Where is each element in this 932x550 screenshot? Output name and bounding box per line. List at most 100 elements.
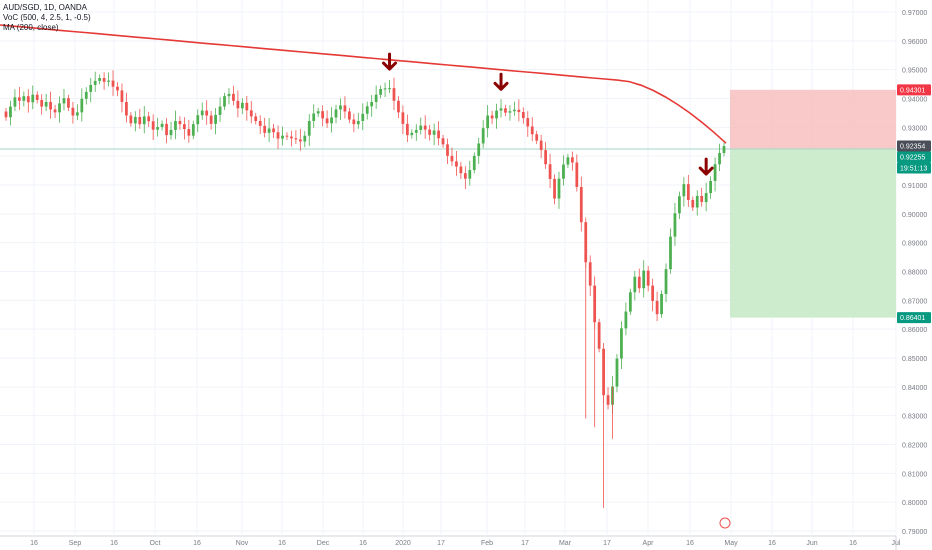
price-tick-label: 0.80000 [902,500,927,507]
candle-body [379,88,382,95]
ma-indicator-label: MA (200, close) [3,23,59,32]
candle-body [156,127,160,130]
time-tick-label: Apr [643,540,655,547]
time-tick-label: Jul [892,540,901,547]
price-label-current: 0.92354 [897,140,931,152]
candle-body [419,125,423,130]
candle-body [31,94,35,103]
price-tick-label: 0.79000 [902,529,927,536]
ma-200-line [0,24,727,144]
time-tick-label: Feb [481,540,493,547]
candle-body [214,114,217,124]
candle-body [597,322,601,349]
candle-body [165,123,168,136]
candle-body [481,128,485,144]
candle-body [579,187,583,223]
time-tick-label: 16 [30,540,38,547]
candle-body [468,170,472,179]
candle-body [624,311,628,329]
price-axis: 0.970000.960000.950000.940000.930000.920… [902,10,927,536]
signal-arrows [382,52,714,176]
price-tick-label: 0.81000 [902,471,927,478]
price-tick-label: 0.86000 [902,327,927,334]
candle-body [205,110,209,116]
candle-body [151,121,155,130]
candle-body [486,115,490,129]
time-tick-label: 16 [686,540,694,547]
candle-body [89,84,93,92]
price-labels: 0.94301 0.92354 0.92255 19:51:13 0.86401 [897,84,931,324]
time-tick-label: May [724,540,738,547]
candle-body [682,184,686,197]
candle-body [294,138,298,140]
price-label-bg [897,151,931,163]
candle-body [718,152,721,165]
time-tick-label: Mar [559,540,572,547]
candles [4,70,726,508]
candle-body [254,116,258,121]
candle-body [423,125,427,130]
candle-body [258,120,262,126]
candle-body [477,143,481,156]
time-tick-label: 16 [110,540,118,547]
time-tick-label: 16 [278,540,286,547]
candle-body [584,222,588,263]
candle-body [303,135,307,142]
time-tick-label: Jun [806,540,817,547]
candle-body [455,161,458,167]
candle-body [13,97,17,107]
candle-body [428,129,432,135]
candle-body [655,300,659,315]
voc-indicator-label: VoC (500, 4, 2.5, 1, -0.5) [3,13,91,22]
candle-body [615,358,619,387]
candle-body [169,129,173,136]
candle-body [521,112,525,119]
down-arrow-icon [493,72,509,91]
candle-body [107,80,110,82]
candle-body [80,98,84,113]
price-label-text: 19:51:13 [900,165,927,172]
candle-body [187,129,191,136]
candle-body [499,108,503,111]
candle-body [9,106,12,118]
candle-body [147,116,151,122]
candle-body [437,130,440,139]
time-tick-label: 2020 [395,540,411,547]
candle-body [410,132,414,136]
candle-body [664,269,668,294]
candle-body [236,100,240,109]
candle-body [67,98,70,108]
candle-body [35,94,39,100]
candle-body [517,109,521,113]
candle-body [263,125,267,133]
price-tick-label: 0.84000 [902,385,927,392]
candle-body [245,102,249,111]
time-tick-label: Sep [69,540,82,547]
candle-body [548,164,552,179]
candle-body [267,128,271,133]
candle-body [446,144,449,156]
candle-body [298,139,302,142]
candle-body [209,115,213,124]
candle-body [71,107,75,116]
candle-body [669,236,672,270]
candle-body [196,115,200,125]
candle-body [553,178,556,199]
price-tick-label: 0.97000 [902,10,927,17]
candle-body [539,140,543,151]
candle-body [249,110,253,117]
time-tick-label: 17 [521,540,529,547]
price-label-stop: 0.94301 [897,84,931,96]
candle-body [709,180,713,194]
candle-body [606,395,610,405]
candle-body [312,113,316,121]
price-label-text: 0.86401 [900,315,925,322]
candle-body [330,117,333,124]
price-label-target: 0.86401 [897,312,931,324]
candle-body [620,328,623,359]
candle-body [321,111,325,119]
candle-body [575,162,579,188]
price-label-text: 0.92354 [900,143,925,150]
candle-body [307,120,311,136]
